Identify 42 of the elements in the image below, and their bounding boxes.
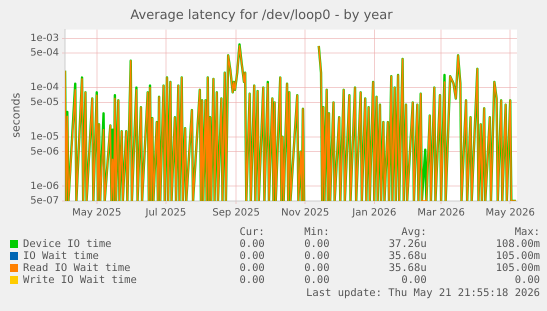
y-tick-label: 5e-04	[30, 48, 60, 59]
y-tick-label: 5e-06	[30, 146, 60, 158]
text: 0.00	[400, 274, 427, 286]
text: 0.00	[514, 274, 540, 286]
chart-title: Average latency for /dev/loop0 - by year	[130, 8, 394, 24]
text: 0.00	[238, 250, 265, 262]
text: 105.00m	[494, 262, 540, 274]
x-tick-label: May 2025	[72, 208, 122, 219]
x-tick-label: Jan 2026	[351, 208, 396, 219]
x-tick-label: May 2026	[486, 208, 535, 219]
text: 0.00	[238, 262, 265, 274]
text: 0.00	[238, 274, 265, 286]
text: Last update: Thu May 21 21:55:18 2026	[305, 287, 540, 299]
legend-label: Device IO time	[22, 238, 113, 250]
y-tick-label: 5e-05	[30, 97, 60, 108]
y-tick-label: 1e-04	[30, 82, 60, 94]
x-tick-label: Sep 2025	[212, 208, 260, 219]
text: 37.26u	[388, 238, 427, 250]
text: 0.00	[303, 274, 330, 286]
y-tick-label: 1e-05	[30, 131, 60, 142]
y-tick-label: 1e-03	[30, 32, 60, 44]
legend-label: Write IO Wait time	[22, 274, 138, 286]
text: Cur:	[238, 226, 265, 238]
x-tick-label: Jul 2025	[144, 208, 186, 219]
text: 105.00m	[494, 250, 540, 262]
text: Min:	[303, 226, 330, 238]
text: Max:	[514, 226, 540, 238]
text: 35.68u	[388, 250, 427, 262]
x-tick-label: Mar 2026	[417, 208, 465, 219]
y-tick-label: 1e-06	[30, 180, 60, 192]
text: 0.00	[303, 238, 330, 250]
text: Avg:	[400, 226, 427, 238]
legend-label: Read IO Wait time	[22, 262, 132, 274]
y-axis-title: seconds	[9, 92, 22, 138]
y-tick-label: 5e-07	[30, 196, 60, 207]
x-tick-label: Nov 2025	[281, 208, 330, 219]
text: 35.68u	[388, 262, 427, 274]
text: 0.00	[303, 250, 330, 262]
text: 108.00m	[494, 238, 540, 250]
text: 0.00	[303, 262, 330, 274]
legend-label: IO Wait time	[22, 250, 100, 262]
text: 0.00	[238, 238, 265, 250]
